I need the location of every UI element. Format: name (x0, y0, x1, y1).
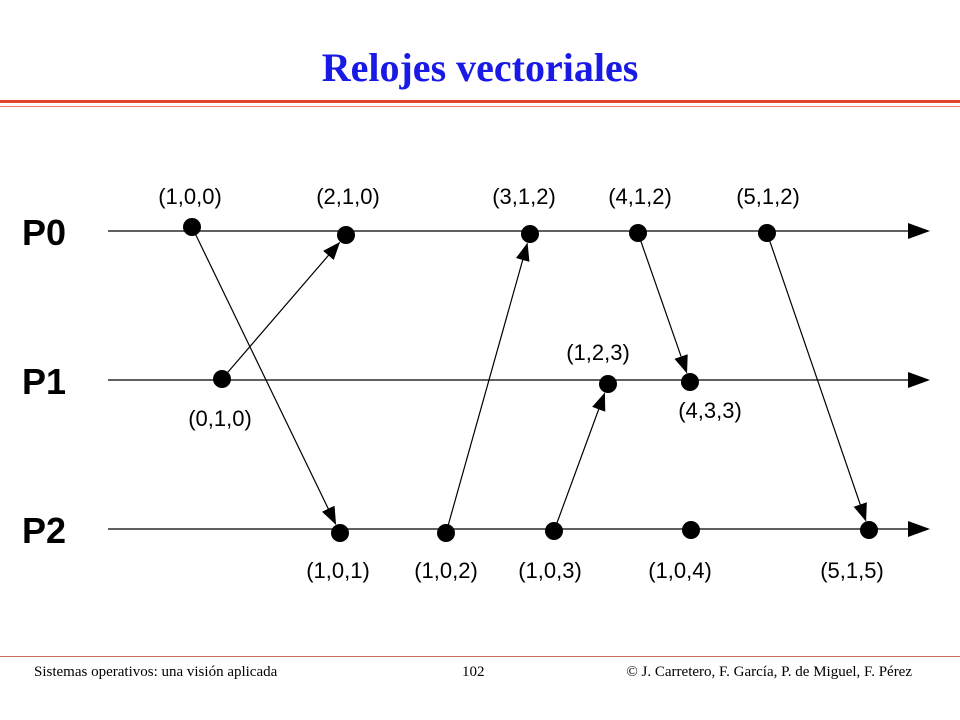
event-timestamp-e23: (1,0,4) (648, 558, 712, 583)
event-dot-e21 (437, 524, 455, 542)
event-timestamp-e01: (2,1,0) (316, 184, 380, 209)
event-dot-e22 (545, 522, 563, 540)
event-dot-e03 (629, 224, 647, 242)
event-timestamp-e21: (1,0,2) (414, 558, 478, 583)
message-arrow-e03-to-e12 (637, 232, 688, 374)
message-arrow-e04-to-e24 (766, 232, 867, 522)
event-timestamp-e04: (5,1,2) (736, 184, 800, 209)
timeline-arrowhead-p1 (908, 372, 930, 388)
process-label-p0: P0 (22, 212, 66, 253)
title-rule (0, 100, 960, 103)
event-timestamp-e20: (1,0,1) (306, 558, 370, 583)
message-arrow-e21-to-e02 (445, 242, 530, 534)
title-rule-thin (0, 106, 960, 107)
timeline-arrowhead-p2 (908, 521, 930, 537)
event-timestamp-e24: (5,1,5) (820, 558, 884, 583)
event-dot-e24 (860, 521, 878, 539)
event-dot-e23 (682, 521, 700, 539)
event-dot-e01 (337, 226, 355, 244)
message-arrow-e22-to-e11 (553, 392, 606, 532)
message-arrow-e00-to-e20 (191, 226, 337, 525)
event-timestamp-e03: (4,1,2) (608, 184, 672, 209)
event-timestamp-e02: (3,1,2) (492, 184, 556, 209)
footer-page-number: 102 (462, 664, 485, 680)
event-timestamp-e12: (4,3,3) (678, 398, 742, 423)
process-label-p1: P1 (22, 361, 66, 402)
event-dot-e04 (758, 224, 776, 242)
event-dot-e12 (681, 373, 699, 391)
message-arrow-e10-to-e01 (221, 241, 341, 380)
timeline-arrowhead-p0 (908, 223, 930, 239)
event-timestamp-e00: (1,0,0) (158, 184, 222, 209)
event-dot-e10 (213, 370, 231, 388)
footer-rule (0, 656, 960, 657)
footer-book-title: Sistemas operativos: una visión aplicada (34, 664, 278, 680)
event-timestamp-e11: (1,2,3) (566, 340, 630, 365)
footer-copyright: © J. Carretero, F. García, P. de Miguel,… (626, 664, 912, 680)
page-title: Relojes vectoriales (321, 45, 639, 90)
event-dot-e02 (521, 225, 539, 243)
event-timestamp-e10: (0,1,0) (188, 406, 252, 431)
event-timestamp-e22: (1,0,3) (518, 558, 582, 583)
process-label-p2: P2 (22, 510, 66, 551)
event-dot-e00 (183, 218, 201, 236)
event-dot-e20 (331, 524, 349, 542)
event-dot-e11 (599, 375, 617, 393)
